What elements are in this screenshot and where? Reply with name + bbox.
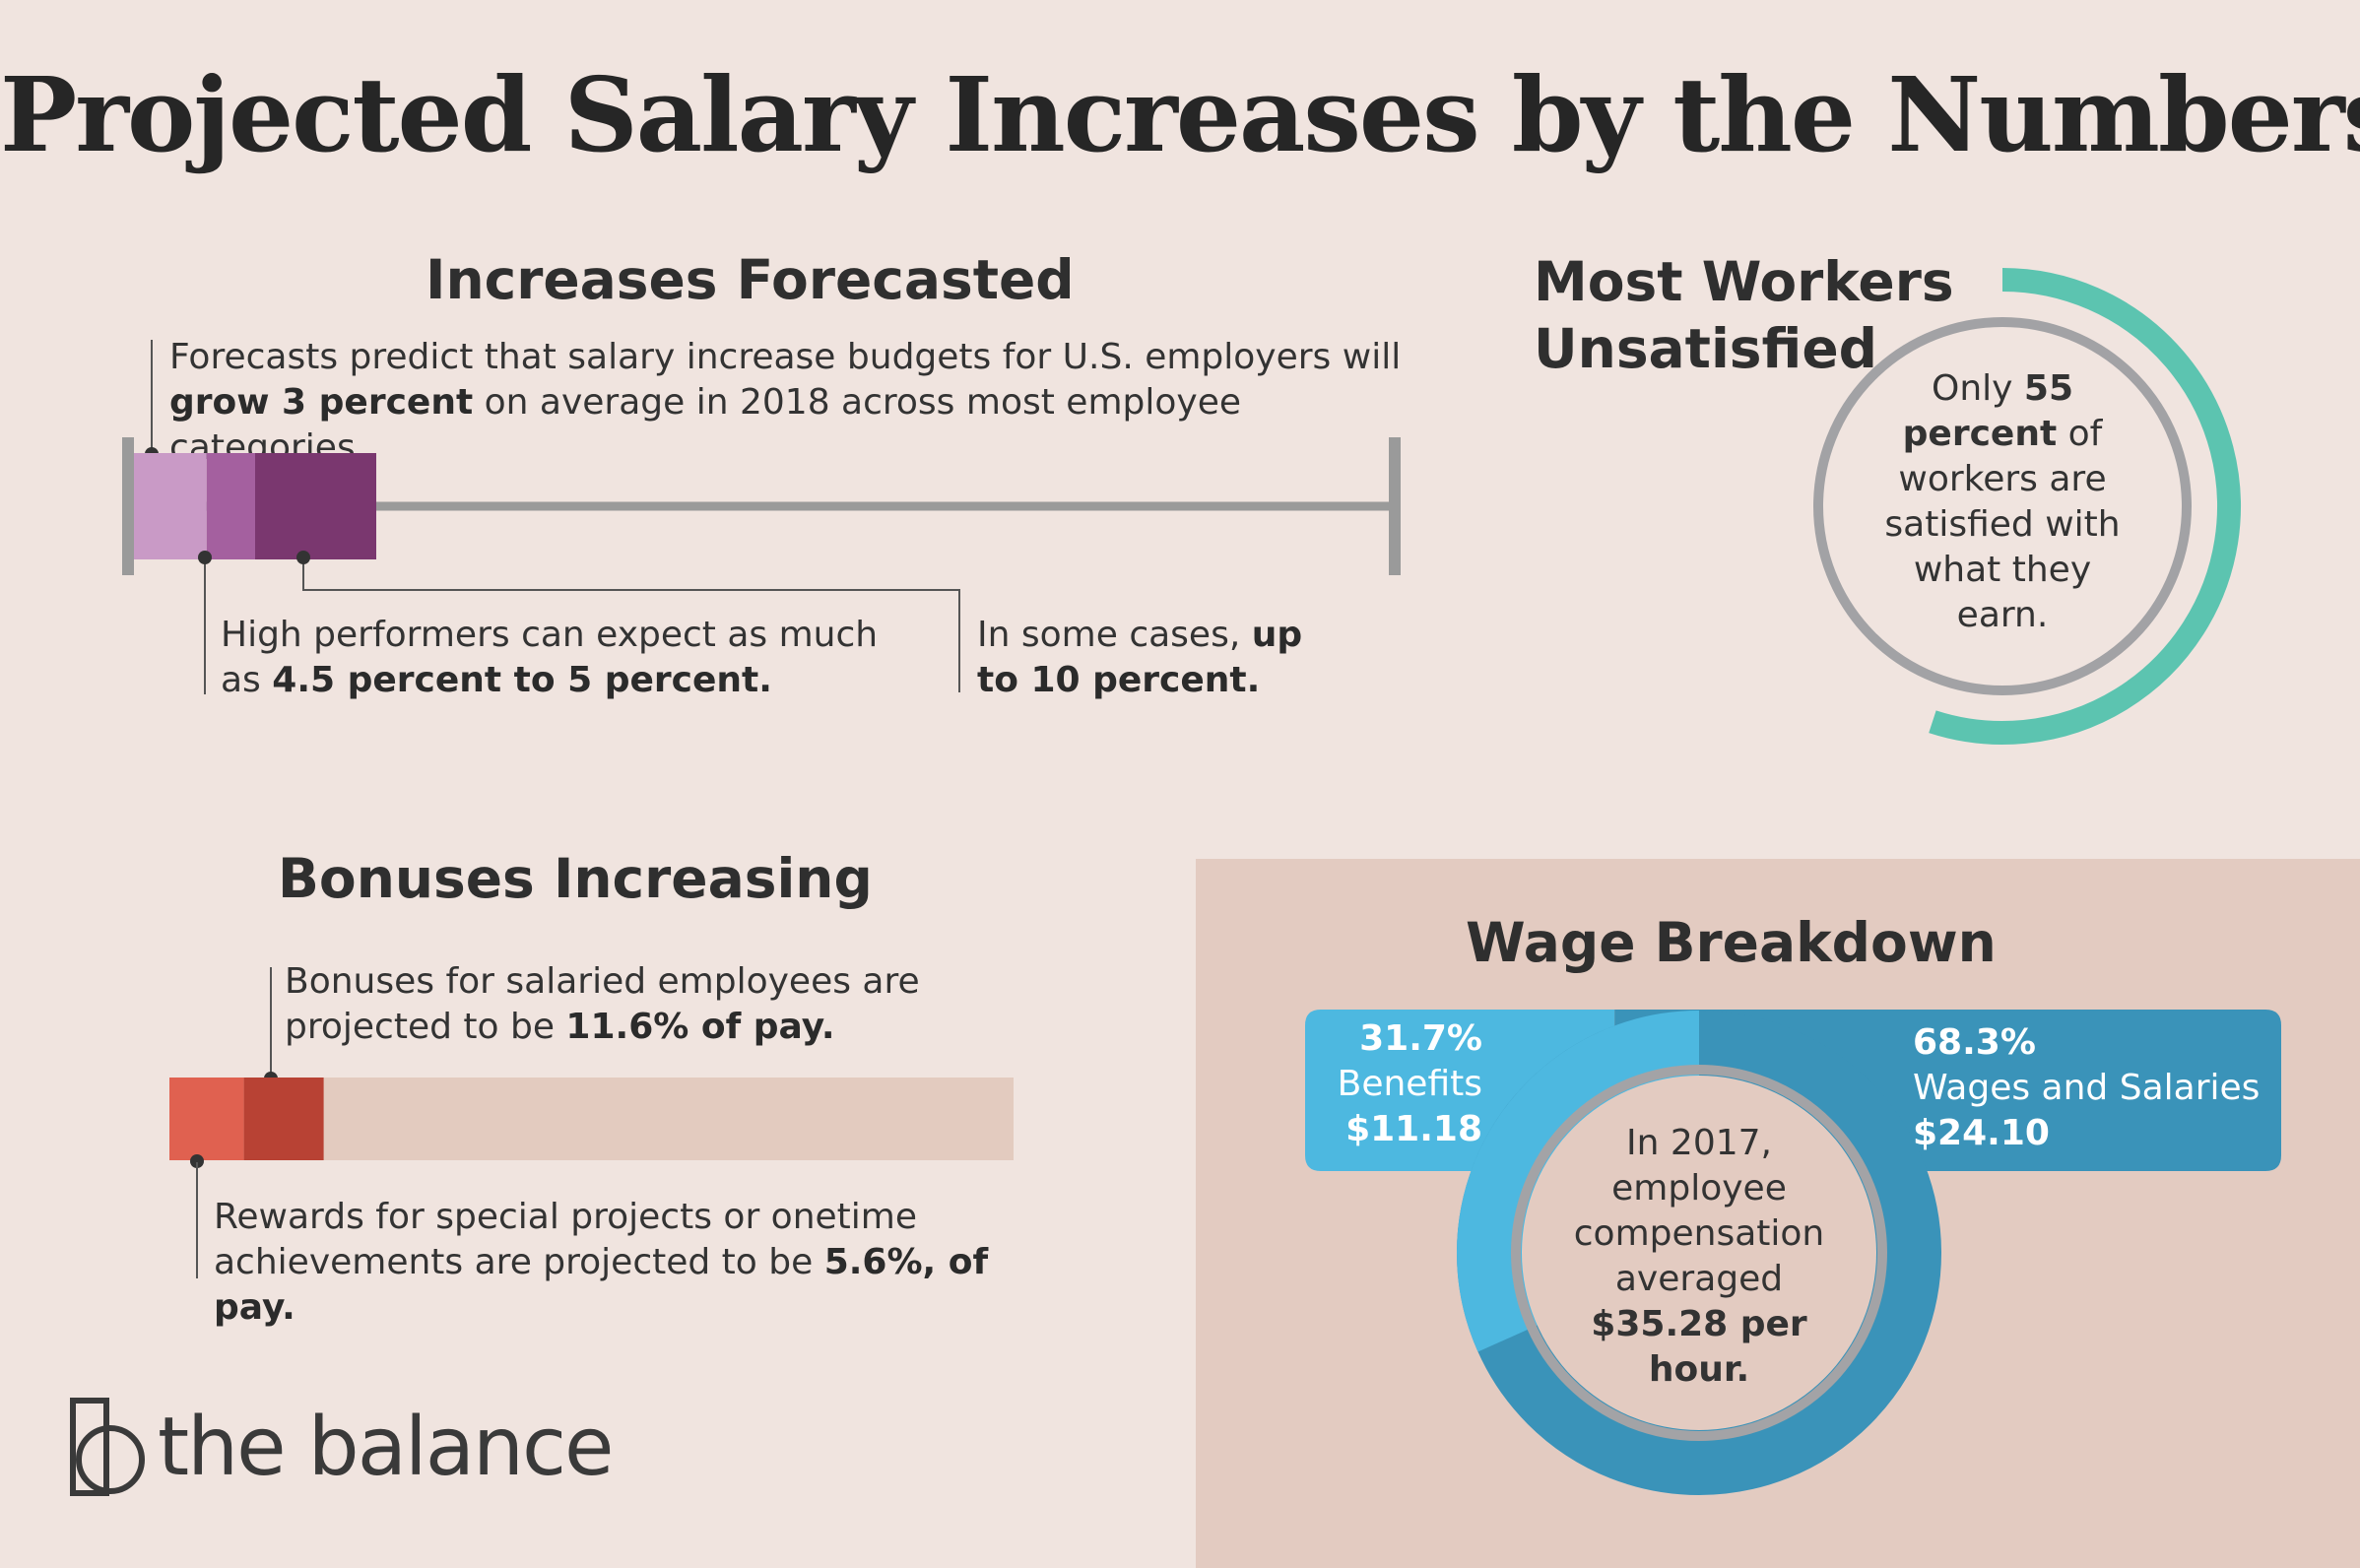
benefits-donut-arc: [1457, 1011, 1700, 1352]
increases-heading: Increases Forecasted: [426, 248, 1075, 311]
rewards-text: Rewards for special projects or onetime …: [214, 1195, 1081, 1331]
wages-name: Wages and Salaries: [1913, 1068, 2261, 1108]
wage-heading: Wage Breakdown: [1466, 911, 1997, 974]
cases-bold: up to 10 percent.: [977, 615, 1303, 700]
satisfaction-arc: [1929, 268, 2241, 745]
high-performers-text: High performers can expect as much as 4.…: [221, 613, 910, 703]
wages-label: 68.3% Wages and Salaries $24.10: [1913, 1020, 2307, 1156]
cases-leader-drop: [958, 589, 960, 692]
increase-segment-1: [134, 453, 207, 559]
wage-donut-hole: [1522, 1076, 1876, 1430]
balance-logo-icon: [70, 1398, 145, 1496]
rewards-bold: 5.6%, of pay.: [214, 1242, 989, 1328]
wage-inner-ring: [1511, 1065, 1887, 1441]
page-title: Projected Salary Increases by the Number…: [0, 54, 2360, 175]
benefits-amount: $11.18: [1345, 1109, 1482, 1149]
wages-pct: 68.3%: [1913, 1022, 2036, 1063]
benefits-name: Benefits: [1337, 1064, 1482, 1104]
rewards-leader-line: [196, 1162, 198, 1278]
increase-segment-2: [206, 453, 255, 559]
satisfaction-text: Only 55 percent of workers are satisfied…: [1873, 366, 2131, 638]
bonuses-heading: Bonuses Increasing: [278, 847, 873, 910]
cases-pre: In some cases,: [977, 615, 1252, 655]
salaried-pre: Bonuses for salaried employees are proje…: [285, 961, 920, 1047]
high-leader-line: [204, 556, 206, 694]
sat-pre: Only: [1931, 368, 2024, 409]
wage-center-bold: $35.28 per hour.: [1591, 1304, 1807, 1390]
bonus-segment-1: [169, 1078, 244, 1160]
satisfaction-inner-ring: [1813, 317, 2192, 695]
intro-leader-line: [151, 340, 153, 453]
cases-text: In some cases, up to 10 percent.: [977, 613, 1332, 703]
high-bold: 4.5 percent to 5 percent.: [272, 660, 772, 700]
high-leader-dot: [198, 551, 212, 564]
wage-center-pre: In 2017, employee compensation averaged: [1573, 1123, 1825, 1299]
salaried-bold: 11.6% of pay.: [565, 1007, 835, 1047]
increase-end-cap: [1389, 437, 1401, 575]
intro-post: on average in 2018 across most employee …: [169, 382, 1241, 468]
increases-intro-text: Forecasts predict that salary increase b…: [169, 335, 1410, 471]
increase-start-cap: [122, 437, 134, 575]
intro-bold: grow 3 percent: [169, 382, 474, 423]
increase-segment-3: [255, 453, 376, 559]
cases-leader-dot: [296, 551, 310, 564]
sat-post: of workers are satisfied with what they …: [1884, 414, 2121, 635]
rewards-leader-dot: [190, 1154, 204, 1168]
high-pre: High performers can expect as much as: [221, 615, 879, 700]
sat-bold: 55 percent: [1902, 368, 2073, 454]
satisfaction-heading: Most Workers Unsatisfied: [1534, 248, 1954, 382]
satisfaction-heading-line1: Most Workers: [1534, 250, 1954, 313]
cases-leader-horizontal: [302, 589, 960, 591]
wages-amount: $24.10: [1913, 1113, 2050, 1153]
salaried-bonus-text: Bonuses for salaried employees are proje…: [285, 959, 974, 1050]
wage-center-text: In 2017, employee compensation averaged …: [1554, 1121, 1844, 1393]
benefits-label: 31.7% Benefits $11.18: [1320, 1016, 1482, 1152]
rewards-pre: Rewards for special projects or onetime …: [214, 1197, 918, 1282]
satisfaction-heading-line2: Unsatisfied: [1534, 317, 1877, 380]
balance-logo-text: the balance: [158, 1401, 614, 1494]
cases-leader-vertical: [302, 557, 304, 591]
bonus-segment-2: [243, 1078, 324, 1160]
intro-pre: Forecasts predict that salary increase b…: [169, 337, 1402, 377]
salaried-leader-line: [270, 967, 272, 1078]
benefits-pct: 31.7%: [1359, 1018, 1482, 1059]
